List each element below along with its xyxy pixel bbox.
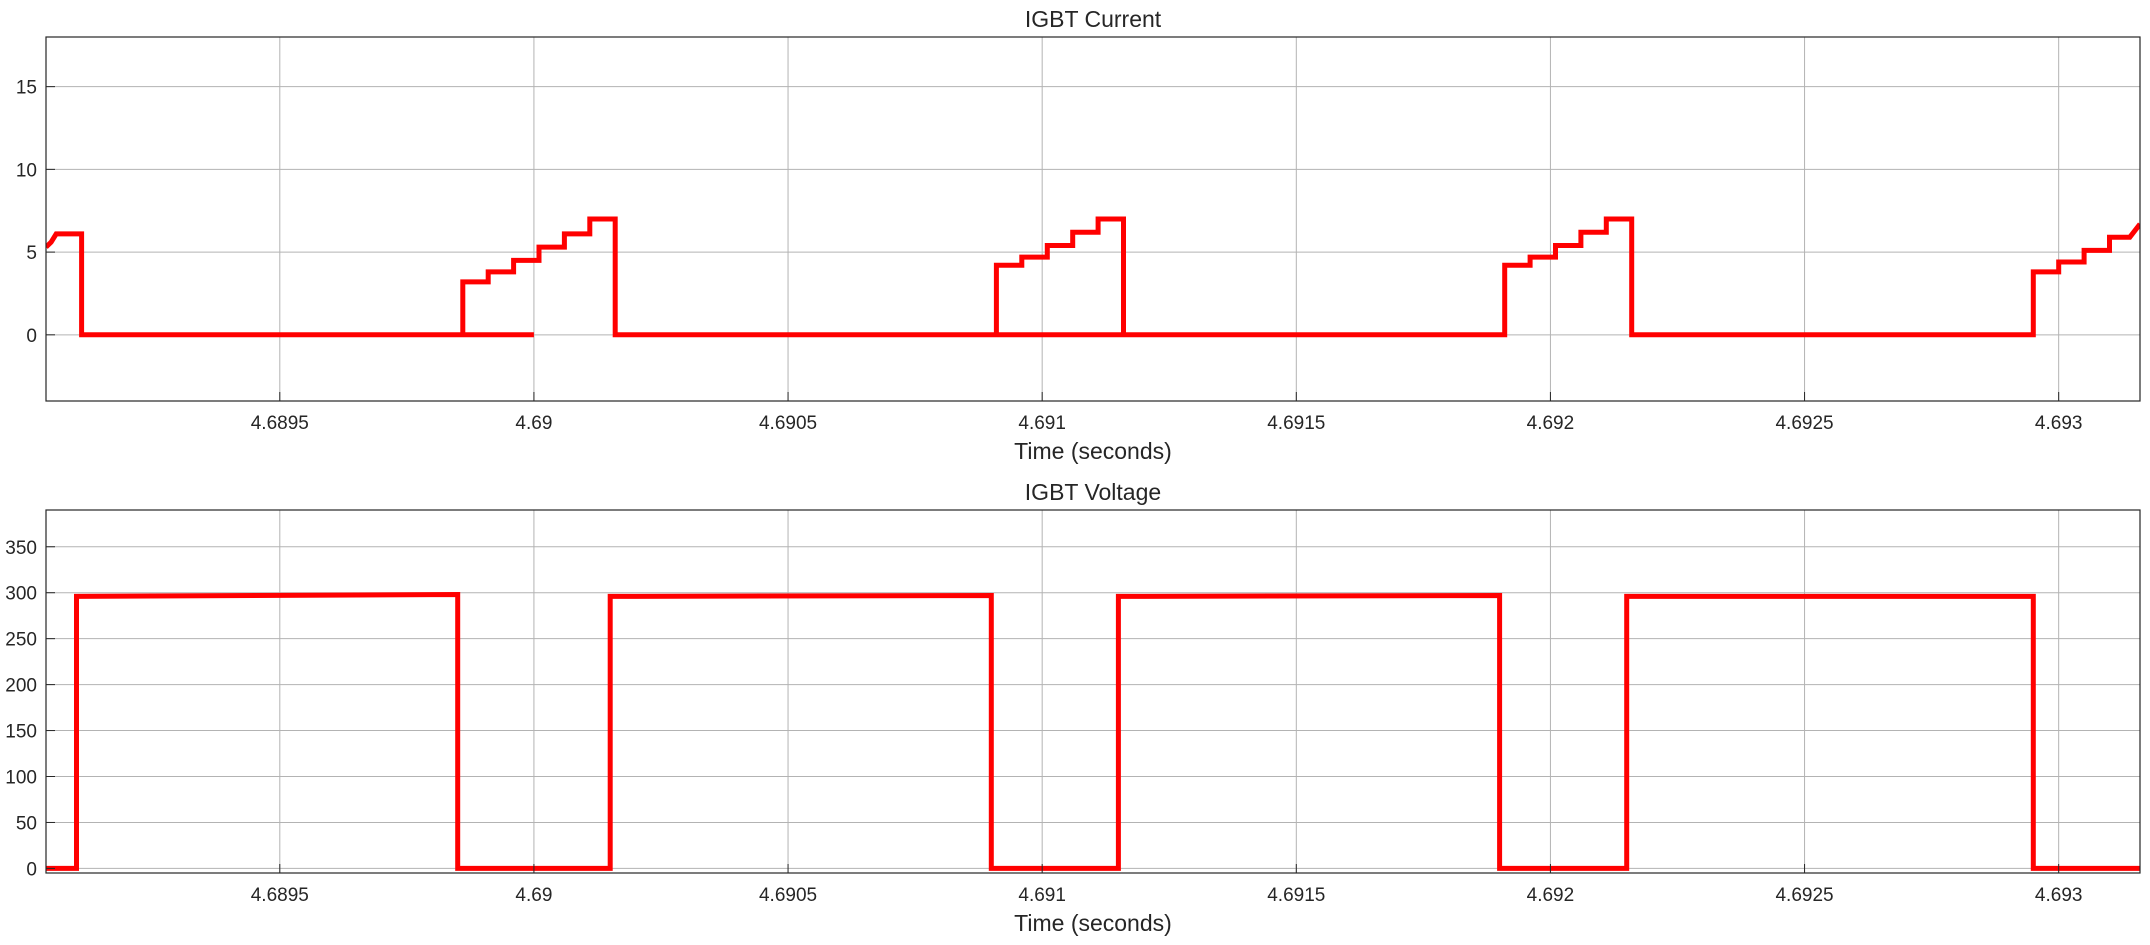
- voltage-plot: 4.6895 4.69 4.6905 4.691 4.6915 4.692 4.6925 4.…: [5, 479, 2141, 936]
- voltage-y-tick-label: 350: [5, 538, 37, 559]
- voltage-y-tick-label: 200: [5, 676, 37, 697]
- current-y-tick-label: 5: [26, 243, 37, 264]
- voltage-y-ticks: 0 50 100 150 200 250 300 350: [5, 538, 55, 880]
- voltage-series-layer: [46, 591, 2140, 871]
- current-x-ticks: 4.6895 4.69 4.6905 4.691 4.6915 4.692 4.6925 4.…: [251, 392, 2083, 434]
- voltage-x-tick-label: 4.693: [2035, 885, 2083, 906]
- current-y-tick-label: 15: [16, 78, 37, 99]
- current-x-tick-label: 4.6915: [1267, 413, 1325, 434]
- current-x-axis-label: Time (seconds): [1014, 438, 1172, 464]
- voltage-x-axis-label: Time (seconds): [1014, 910, 1172, 936]
- voltage-x-ticks: 4.6895 4.69 4.6905 4.691 4.6915 4.692 4.6925 4.…: [251, 864, 2083, 906]
- current-x-tick-label: 4.692: [1527, 413, 1575, 434]
- voltage-x-tick-label: 4.6905: [759, 885, 817, 906]
- current-x-tick-label: 4.6905: [759, 413, 817, 434]
- voltage-y-tick-label: 250: [5, 630, 37, 651]
- voltage-x-tick-label: 4.6925: [1775, 885, 1833, 906]
- voltage-chart-title: IGBT Voltage: [1025, 479, 1161, 505]
- current-y-ticks: 0 5 10 15: [16, 78, 55, 347]
- voltage-x-tick-label: 4.691: [1018, 885, 1066, 906]
- current-y-tick-label: 0: [26, 326, 37, 347]
- current-chart-title: IGBT Current: [1025, 6, 1162, 32]
- voltage-series-line: [46, 591, 2140, 871]
- current-x-tick-label: 4.691: [1018, 413, 1066, 434]
- voltage-x-tick-label: 4.692: [1527, 885, 1575, 906]
- voltage-axes-border: [45, 509, 2141, 874]
- voltage-y-tick-label: 50: [16, 813, 37, 834]
- current-axes-border: [45, 36, 2141, 402]
- voltage-y-tick-label: 300: [5, 584, 37, 605]
- voltage-x-tick-label: 4.6915: [1267, 885, 1325, 906]
- current-x-tick-label: 4.69: [515, 413, 552, 434]
- current-x-tick-label: 4.693: [2035, 413, 2083, 434]
- voltage-axes-background: [46, 510, 2140, 873]
- current-plot: 4.6895 4.69 4.6905 4.691 4.6915 4.692 4.6925 4.…: [16, 6, 2141, 464]
- current-y-tick-label: 10: [16, 160, 37, 181]
- current-x-tick-label: 4.6895: [251, 413, 309, 434]
- voltage-y-tick-label: 100: [5, 768, 37, 789]
- current-series-line: [46, 216, 2140, 338]
- voltage-y-tick-label: 0: [26, 859, 37, 880]
- current-x-tick-label: 4.6925: [1775, 413, 1833, 434]
- current-axes-background: [46, 37, 2140, 401]
- voltage-x-tick-label: 4.6895: [251, 885, 309, 906]
- voltage-y-tick-label: 150: [5, 722, 37, 743]
- voltage-x-tick-label: 4.69: [515, 885, 552, 906]
- current-series-layer: [46, 216, 2140, 338]
